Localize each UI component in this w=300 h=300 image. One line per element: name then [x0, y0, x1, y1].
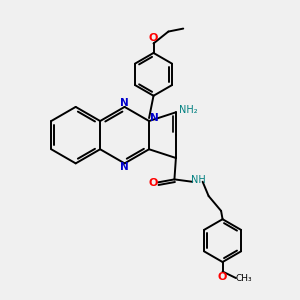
Text: O: O — [218, 272, 227, 282]
Text: N: N — [120, 162, 129, 172]
Text: O: O — [149, 33, 158, 43]
Text: NH: NH — [191, 175, 206, 185]
Text: NH₂: NH₂ — [179, 105, 198, 115]
Text: N: N — [150, 113, 159, 123]
Text: CH₃: CH₃ — [235, 274, 252, 283]
Text: O: O — [149, 178, 158, 188]
Text: N: N — [120, 98, 129, 108]
